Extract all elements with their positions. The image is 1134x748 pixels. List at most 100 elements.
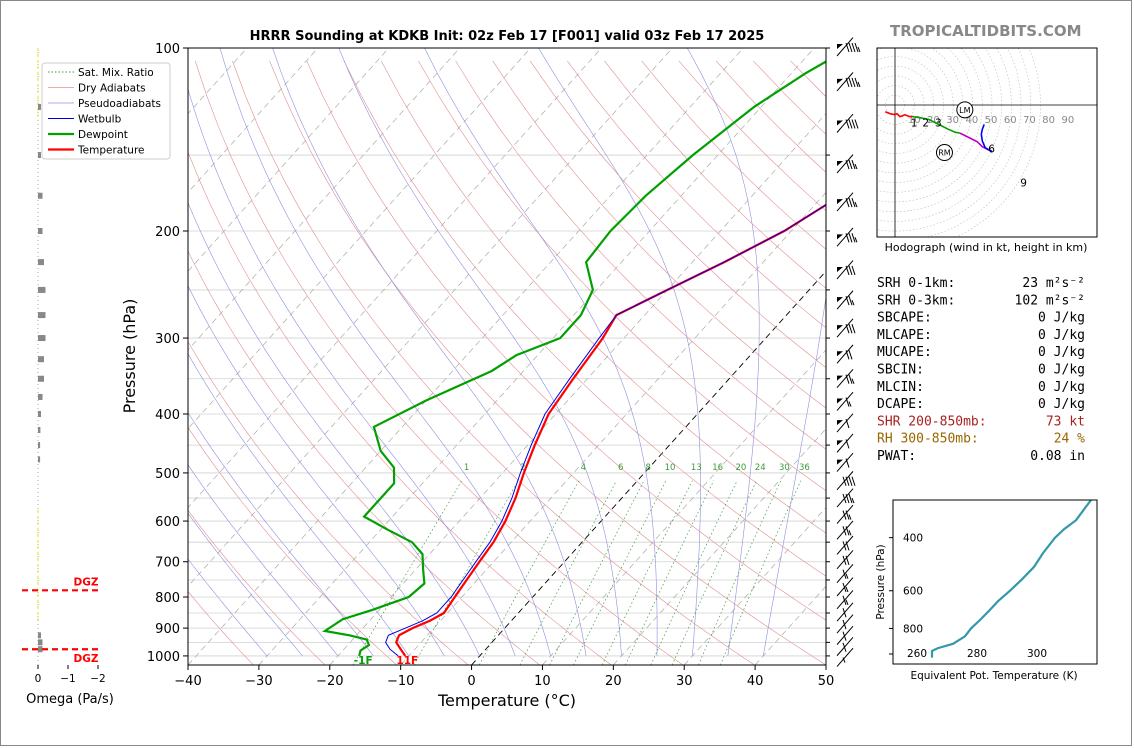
barb-staff [836, 488, 854, 508]
barb-flag [851, 42, 856, 53]
barb-half-flag [842, 657, 846, 663]
index-value: 73 kt [1046, 414, 1085, 429]
barb-flag [845, 418, 850, 429]
hodograph-ring-label: 60 [1004, 115, 1017, 126]
barb-flag [845, 510, 850, 520]
pseudoadiabat-line [188, 353, 410, 657]
barb-staff [836, 625, 854, 645]
barb-flag [848, 119, 853, 129]
brand-logo: TROPICALTIDBITS.COM [890, 22, 1082, 40]
wind-barb [836, 637, 854, 657]
omega-bar [38, 335, 46, 342]
omega-bar [38, 228, 43, 235]
theta-e-panel: 260 280 300 400 600 800 Equivalent Pot. Tempe… [875, 499, 1098, 682]
barb-staff [836, 192, 854, 212]
mixing-ratio-line [720, 480, 802, 665]
omega-bar [38, 442, 41, 449]
index-value: 23 m²s⁻² [1022, 276, 1085, 291]
dewpoint-series-line [321, 60, 826, 657]
barb-staff [836, 614, 854, 634]
mixing-ratio-line [601, 480, 693, 665]
barb-flag [845, 493, 850, 504]
barb-staff [836, 637, 854, 657]
mixing-ratio-line [519, 480, 617, 665]
isotherm-line [825, 664, 826, 665]
wind-barb [836, 614, 854, 634]
dry-adiabat-line [529, 60, 826, 368]
barb-flag [845, 324, 850, 334]
mixing-ratio-label: 20 [736, 463, 747, 473]
mixing-ratio-line [698, 480, 782, 665]
hodograph-ring-label: 50 [985, 115, 998, 126]
omega-bar [38, 312, 46, 319]
skew-t-title: HRRR Sounding at KDKB Init: 02z Feb 17 [… [250, 29, 765, 44]
isotherm-line [258, 48, 815, 665]
hodograph-segment-0-3 [885, 111, 913, 118]
barb-staff [836, 504, 854, 524]
pseudoadiabat-line [538, 48, 701, 656]
mixing-ratio-label: 10 [665, 463, 676, 473]
omega-bar [38, 646, 43, 653]
dry-adiabat-line [188, 426, 397, 665]
barb-staff [836, 37, 854, 57]
x-tick-label: 10 [534, 674, 551, 689]
barb-flag [851, 77, 856, 88]
legend-label: Dewpoint [78, 129, 128, 141]
omega-bar [38, 103, 41, 110]
barb-staff [836, 550, 854, 570]
wind-barb [836, 413, 854, 433]
barb-half-flag [851, 497, 855, 504]
barb-pennant [837, 375, 843, 381]
hodograph-ring-label: 30 [946, 115, 959, 126]
omega-bar [38, 393, 43, 400]
theta-e-y-axis-label: Pressure (hPa) [875, 544, 887, 619]
hodograph-title: Hodograph (wind in kt, height in km) [885, 241, 1088, 254]
theta-e-x-tick-label: 280 [967, 648, 987, 660]
barb-half-flag [854, 201, 858, 208]
mixing-ratio-label: 16 [712, 463, 723, 473]
mixing-ratio-label: 13 [691, 463, 702, 473]
hodograph-height-label: 3 [935, 117, 942, 129]
index-value: 0 J/kg [1038, 345, 1085, 360]
isotherm-line [188, 48, 319, 193]
barb-flag [854, 119, 859, 129]
hodograph-height-label: 2 [922, 117, 929, 129]
barb-flag [845, 77, 850, 88]
legend-label: Dry Adiabats [78, 83, 146, 95]
omega-bar [38, 411, 41, 418]
barb-flag [845, 541, 850, 551]
hodograph-ring-label: 40 [965, 115, 978, 126]
hodograph-height-label: 6 [988, 144, 995, 156]
barb-staff [836, 391, 854, 411]
barb-pennant [837, 44, 843, 49]
index-value: 0 J/kg [1038, 328, 1085, 343]
barb-staff [836, 227, 854, 247]
x-tick-label: 50 [818, 674, 835, 689]
mixing-ratio-label: 8 [645, 463, 650, 473]
isotherm-line [188, 48, 531, 430]
theta-e-frame [892, 499, 1098, 665]
dry-adiabat-line [188, 250, 540, 665]
hodograph-ring-label: 90 [1061, 115, 1074, 126]
barb-staff [836, 433, 854, 453]
temperature-series-line [394, 203, 826, 657]
hodograph-marker-label: LM [959, 106, 970, 115]
hodograph-segment-3-6 [912, 115, 961, 134]
skew-t-legend: Sat. Mix. Ratio Dry Adiabats Pseudoadiabat… [41, 62, 171, 160]
theta-e-series-line [930, 500, 1092, 658]
dry-adiabat-line [269, 60, 826, 665]
hodograph-marker-circle [935, 144, 953, 162]
barb-flag [845, 526, 850, 536]
index-label: PWAT: [877, 449, 916, 464]
pseudoadiabat-line [188, 464, 339, 657]
wind-barb [836, 563, 854, 584]
theta-e-x-axis-label: Equivalent Pot. Temperature (K) [910, 670, 1077, 682]
index-value: 0.08 in [1030, 449, 1085, 464]
barb-flag [842, 642, 847, 652]
wind-barb [836, 391, 854, 411]
index-value: 102 m²s⁻² [1015, 293, 1085, 308]
index-value: 24 % [1054, 432, 1085, 447]
mixing-ratio-label: 6 [618, 463, 623, 473]
hodograph-height-label: 1 [911, 117, 918, 129]
x-tick-label: −10 [387, 674, 414, 689]
